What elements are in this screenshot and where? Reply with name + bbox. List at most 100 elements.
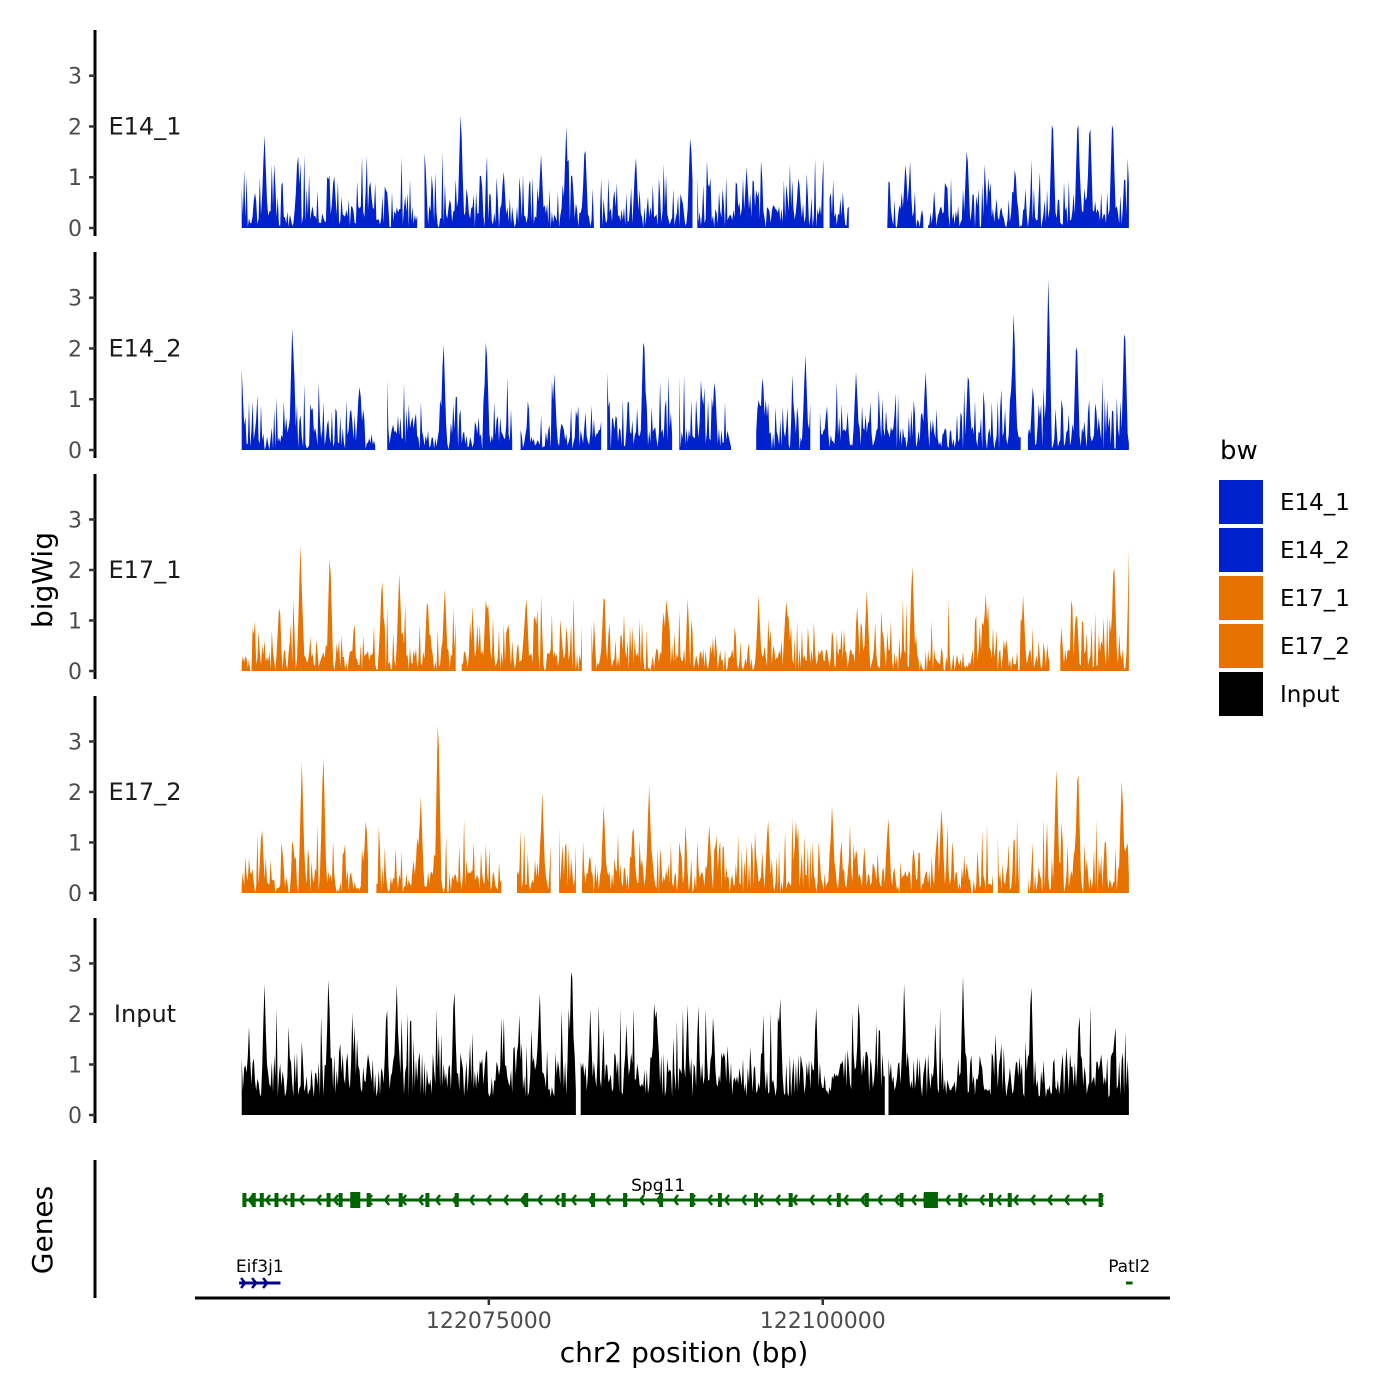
y-tick-label: 1 (68, 831, 82, 856)
exon (864, 1193, 869, 1207)
strand-arrow (638, 1194, 646, 1206)
strand-arrow (808, 1194, 816, 1206)
legend-label: E17_1 (1280, 586, 1350, 612)
gene-track: Spg11 Eif3j1 Patl2 (93, 1160, 1150, 1298)
strand-arrow (485, 1194, 493, 1206)
strand-arrow (859, 1194, 867, 1206)
gene-eif3j1: Eif3j1 (236, 1257, 284, 1289)
coverage-area (756, 354, 811, 450)
strand-arrow (1012, 1194, 1020, 1206)
track-label: E17_2 (109, 778, 182, 806)
strand-arrow (1080, 1194, 1088, 1206)
coverage-area (591, 566, 1050, 671)
coverage-area (241, 135, 418, 228)
y-tick-label: 2 (68, 781, 82, 806)
track-e14-2: 0 1 2 3 E14_2 (68, 252, 1129, 464)
gene-label: Eif3j1 (236, 1257, 284, 1277)
legend-item: E17_2 (1219, 624, 1350, 668)
coverage-area (376, 725, 502, 893)
coverage-area (997, 818, 1020, 893)
coverage-area (679, 375, 731, 450)
strand-arrow (264, 1194, 272, 1206)
y-tick-label: 1 (68, 609, 82, 634)
strand-arrow (332, 1194, 340, 1206)
strand-arrow (723, 1194, 731, 1206)
genes-axis-title: Genes (26, 1186, 59, 1274)
exon (689, 1193, 694, 1207)
coverage-area (829, 179, 849, 228)
gene-label: Spg11 (631, 1176, 685, 1196)
strand-arrow (247, 1194, 255, 1206)
exon (1007, 1193, 1012, 1207)
exon (338, 1193, 343, 1207)
legend-item: E14_1 (1219, 480, 1350, 524)
strand-arrow (417, 1194, 425, 1206)
y-tick-label: 3 (68, 65, 82, 90)
strand-arrow (468, 1194, 476, 1206)
track-label: Input (114, 1000, 176, 1028)
legend-title: bw (1220, 436, 1258, 466)
y-tick-label: 3 (68, 287, 82, 312)
strand-arrow (298, 1194, 306, 1206)
strand-arrow (1063, 1194, 1071, 1206)
strand-arrow (672, 1194, 680, 1206)
strand-arrow (842, 1194, 850, 1206)
strand-arrow (791, 1194, 799, 1206)
coverage-area (600, 138, 693, 228)
strand-arrow (978, 1194, 986, 1206)
y-tick-label: 0 (68, 217, 82, 242)
strand-arrow (961, 1194, 969, 1206)
exon (366, 1193, 371, 1207)
track-input: 0 1 2 3 Input (68, 918, 1129, 1129)
coverage-area (819, 314, 1021, 450)
strand-arrow (825, 1194, 833, 1206)
strand-arrow (706, 1194, 714, 1206)
y-tick-label: 0 (68, 660, 82, 685)
strand-arrow (502, 1194, 510, 1206)
strand-arrow (262, 1277, 269, 1289)
coverage-area (887, 161, 924, 228)
legend-label: E14_2 (1280, 538, 1350, 564)
strand-arrow (893, 1194, 901, 1206)
legend: bw E14_1 E14_2 E17_1 E17_2 Input (1219, 436, 1350, 716)
track-e17-1: 0 1 2 3 E17_1 (68, 474, 1129, 685)
exon (591, 1193, 596, 1207)
legend-label: Input (1280, 682, 1340, 708)
coverage-area (1027, 279, 1129, 450)
exon (1098, 1193, 1103, 1207)
y-tick-label: 2 (68, 1003, 82, 1028)
coverage-area (520, 373, 602, 450)
legend-swatch (1219, 528, 1263, 572)
coverage-area (387, 342, 513, 450)
coverage-area (424, 115, 594, 228)
strand-arrow (240, 1277, 247, 1289)
track-label: E14_2 (109, 334, 182, 362)
exon (659, 1193, 664, 1207)
strand-arrow (383, 1194, 391, 1206)
legend-swatch (1219, 624, 1263, 668)
strand-arrow (519, 1194, 527, 1206)
track-e14-1: 0 1 2 3 E14_1 (68, 30, 1129, 242)
exon (425, 1193, 430, 1207)
y-tick-label: 2 (68, 115, 82, 140)
coverage-area (241, 757, 368, 893)
x-tick-label: 122075000 (426, 1309, 552, 1334)
coverage-area (517, 792, 551, 893)
y-tick-label: 0 (68, 439, 82, 464)
exon-block (350, 1192, 361, 1208)
strand-arrow (315, 1194, 323, 1206)
legend-swatch (1219, 672, 1263, 716)
coverage-area (607, 342, 673, 450)
exon (561, 1193, 566, 1207)
y-tick-label: 3 (68, 730, 82, 755)
strand-arrow (536, 1194, 544, 1206)
signal-tracks: 0 1 2 3 E14_1 0 1 2 3 E14_2 0 1 2 3 E17_1 0 1 2 3 E17_2 0 1 2 3… (68, 30, 1129, 1129)
strand-arrow (876, 1194, 884, 1206)
coverage-area (241, 328, 376, 450)
exon (717, 1193, 722, 1207)
coverage-area (581, 786, 993, 893)
coverage-area (928, 124, 1129, 228)
legend-swatch (1219, 576, 1263, 620)
y-tick-label: 0 (68, 1104, 82, 1129)
